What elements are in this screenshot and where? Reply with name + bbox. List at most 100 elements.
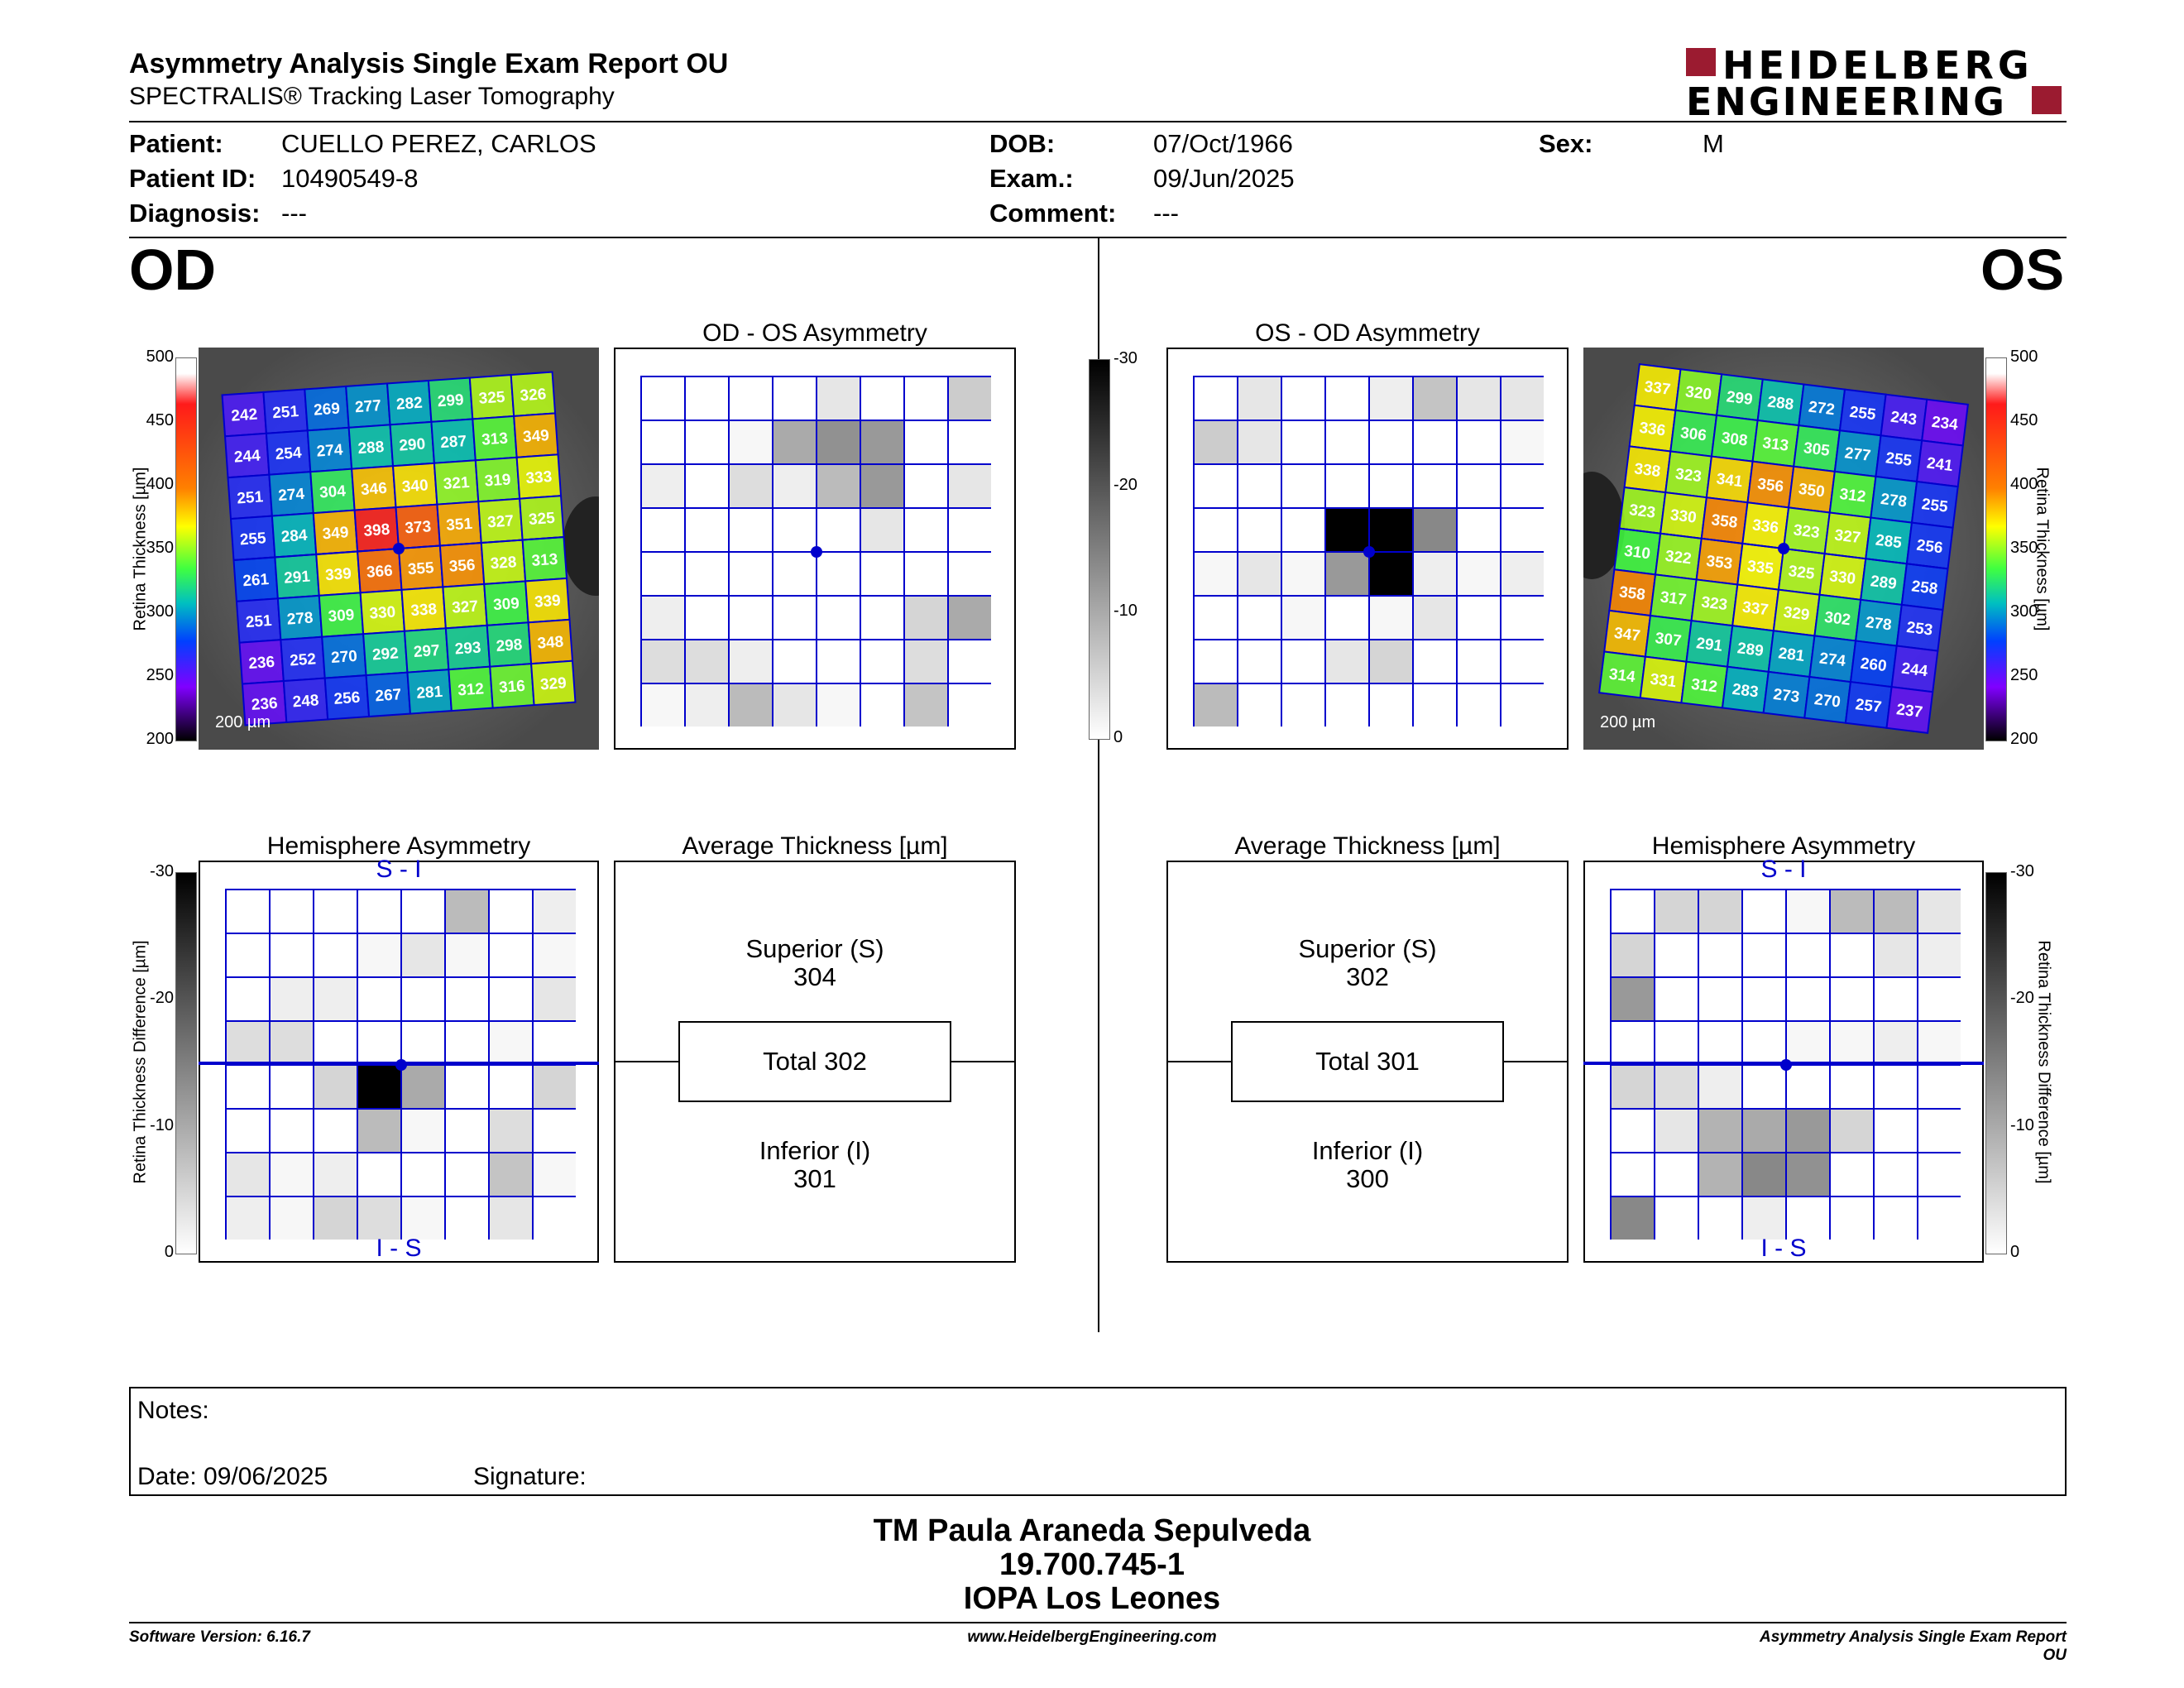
os-thickness-cell-value: 337 [1741,599,1770,620]
os-asym-cell [1456,595,1502,640]
os-thickness-cell-value: 288 [1766,393,1794,414]
os-asym-cell [1193,683,1238,727]
os-thickness-cell-value: 335 [1746,558,1774,578]
os-asym-cell [1324,420,1370,465]
od-thickness-cell-value: 348 [537,633,564,652]
od-fundus-image: 242 251 269 277 282 299 325 326 244 254 274 288 290 2… [199,348,599,750]
os-asym-cell [1500,595,1544,640]
os-asym-panel [1166,348,1569,750]
od-thickness-cell-value: 255 [239,530,267,549]
od-hemi-cell [532,889,576,934]
footer-website[interactable]: www.HeidelbergEngineering.com [967,1628,1217,1646]
od-asym-cell [860,595,905,640]
os-asym-cell [1324,595,1370,640]
od-asym-cell [816,376,861,421]
od-thickness-cell-value: 282 [395,395,423,414]
od-asym-cell [860,420,905,465]
os-asym-cell [1237,463,1282,509]
os-asym-cell [1368,507,1414,553]
os-thickness-cell-value: 325 [1788,563,1816,583]
od-asym-cell [947,507,991,553]
notes-box[interactable]: Notes: Date: 09/06/2025 Signature: [129,1387,2067,1496]
os-thickness-cell-value: 323 [1628,501,1656,522]
od-hemi-tick: 0 [164,1243,174,1261]
od-thickness-cell-value: 293 [454,639,481,658]
od-hemi-cell [269,1152,314,1197]
os-asym-cell [1368,420,1414,465]
sex-value: M [1703,129,1724,158]
os-asym-cell [1237,639,1282,684]
os-thickness-fovea-marker [1778,543,1789,554]
os-thickness-cell-value: 277 [1843,444,1871,465]
od-asym-cell [772,683,817,727]
od-asym-cell [728,507,774,553]
od-asym-cell [816,463,861,509]
os-hemi-cell [1873,889,1918,934]
os-thickness-cell-value: 241 [1926,454,1954,475]
od-thickness-grid-group: 242 251 269 277 282 299 325 326 244 254 274 288 290 2… [221,371,577,727]
od-asym-cell [728,595,774,640]
od-hemi-cell [313,1020,358,1066]
od-hemi-cell [444,976,490,1022]
os-thickness-cell-value: 281 [1777,645,1805,665]
od-thickness-tick: 250 [146,666,174,684]
center-divider [1098,238,1099,1332]
od-asym-cell [684,639,730,684]
od-hemi-cell [444,1108,490,1153]
comment-label: Comment: [989,199,1117,228]
os-thickness-cell-value: 336 [1751,516,1779,537]
od-hemi-cell [400,1152,446,1197]
od-asym-cell [640,376,686,421]
os-hemi-cell [1873,976,1918,1022]
od-asym-cell [640,463,686,509]
os-hemi-cell [1829,889,1875,934]
od-hemi-tick: -30 [150,862,174,880]
os-hemi-cell [1917,1108,1961,1153]
od-hemi-cell [313,933,358,978]
os-hemi-cell [1698,933,1743,978]
od-thickness-cell [530,659,577,707]
logo-square-bottom [2032,86,2062,114]
os-asym-grid [1193,376,1544,727]
os-thickness-cell-value: 278 [1865,614,1893,635]
od-hemi-cell [532,1064,576,1110]
od-hemi-cell [313,889,358,934]
os-asym-cell [1456,551,1502,597]
od-hemi-cell [400,933,446,978]
od-asym-cell [903,551,949,597]
signer-id: 19.700.745-1 [999,1547,1185,1582]
os-asym-cell [1193,507,1238,553]
os-asym-cell [1237,507,1282,553]
footer-software: Software Version: 6.16.7 [129,1628,310,1646]
patient-id: 10490549-8 [281,164,419,193]
od-asym-cell [903,420,949,465]
os-hemi-cell [1741,1152,1787,1197]
os-asym-cell [1237,376,1282,421]
os-thickness-cell-value: 323 [1700,593,1728,614]
os-hemi-midline [1583,1062,1984,1065]
od-thickness-fovea-marker [393,543,405,554]
os-hemi-cell [1654,933,1699,978]
os-hemi-cell [1698,1196,1743,1240]
os-thickness-cell-value: 312 [1690,676,1718,697]
od-asym-cell [640,507,686,553]
os-thickness-cell-value: 234 [1931,414,1959,434]
os-thickness-tick: 500 [2010,348,2038,366]
os-thickness-cell-value: 255 [1885,449,1913,470]
os-thickness-cell-value: 244 [1900,660,1928,681]
od-asym-cell [684,507,730,553]
od-asym-cell [860,376,905,421]
od-thickness-cell-value: 278 [286,609,314,628]
patient-id-label: Patient ID: [129,164,256,193]
od-hemi-cell [488,1108,534,1153]
os-thickness-cell-value: 330 [1669,506,1698,527]
dob-label: DOB: [989,129,1056,158]
od-thickness-cell-value: 327 [452,598,479,617]
os-thickness-cell-value: 322 [1664,548,1693,568]
os-hemi-cell [1917,1064,1961,1110]
od-avg-panel: Superior (S) 304 Total 302 Inferior (I) … [614,861,1016,1263]
os-asym-cell [1412,376,1458,421]
signer-institution: IOPA Los Leones [963,1581,1221,1616]
od-hemi-cell [269,1064,314,1110]
od-thickness-cell-value: 316 [498,678,525,697]
